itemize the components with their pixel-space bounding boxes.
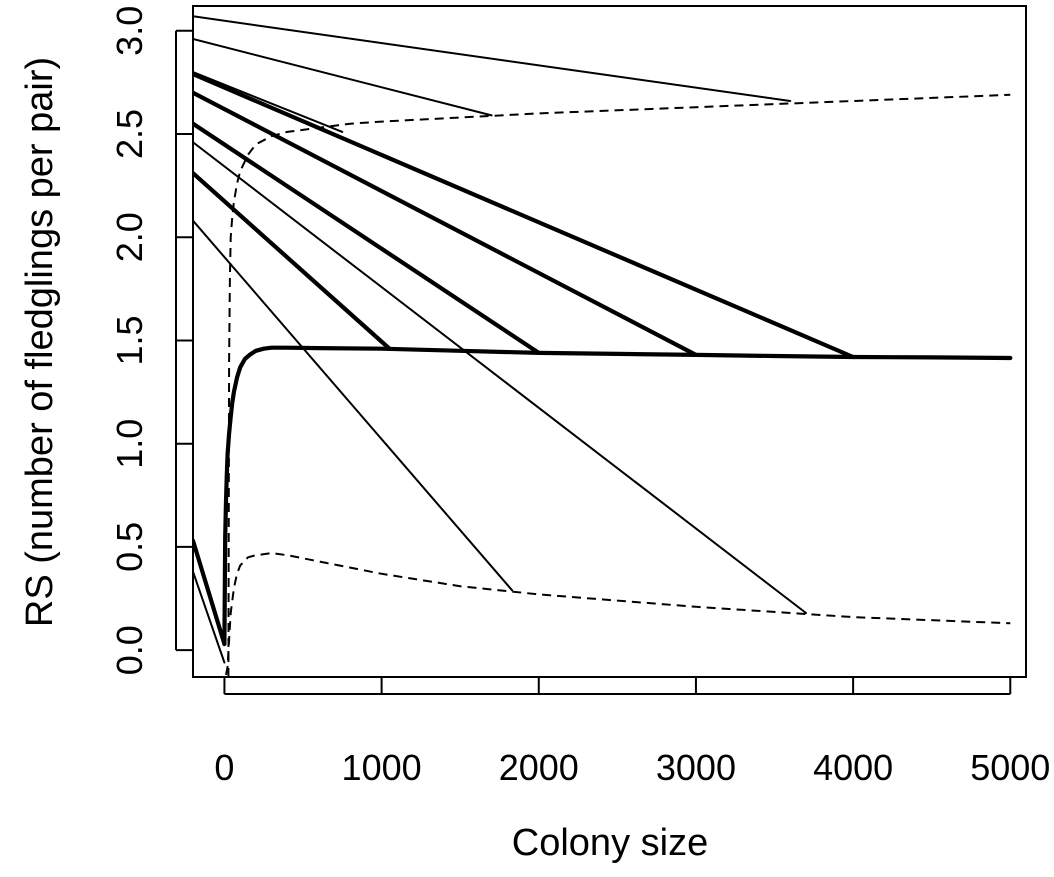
series-line-8 xyxy=(193,121,541,355)
y-tick-label: 1.0 xyxy=(109,419,150,469)
y-axis-title: RS (number of fledglings per pair) xyxy=(19,57,61,627)
series-line-2 xyxy=(225,552,1011,676)
x-tick-label: 0 xyxy=(214,747,234,788)
x-tick-label: 1000 xyxy=(342,747,422,788)
series-line-3 xyxy=(193,15,792,102)
series-line-10 xyxy=(193,171,392,351)
plot-frame xyxy=(192,5,1027,678)
series-line-12 xyxy=(193,538,227,647)
series-line-13 xyxy=(193,570,226,664)
series-line-4 xyxy=(193,38,493,117)
x-tick-label: 4000 xyxy=(813,747,893,788)
series-line-7 xyxy=(193,90,699,357)
series-line-9 xyxy=(193,141,807,614)
y-tick-label: 0.5 xyxy=(109,522,150,572)
y-tick-label: 2.0 xyxy=(109,212,150,262)
x-tick-label: 3000 xyxy=(656,747,736,788)
x-axis-title: Colony size xyxy=(512,822,708,864)
series-line-11 xyxy=(193,219,514,592)
series-line-6 xyxy=(193,71,856,360)
series-line-1 xyxy=(227,93,1011,677)
y-tick-label: 2.5 xyxy=(109,109,150,159)
y-tick-label: 0.0 xyxy=(109,625,150,675)
x-tick-label: 2000 xyxy=(499,747,579,788)
series-line-5 xyxy=(193,71,344,133)
x-tick-label: 5000 xyxy=(970,747,1050,788)
series-layer xyxy=(193,15,1013,677)
y-tick-label: 1.5 xyxy=(109,315,150,365)
y-tick-label: 3.0 xyxy=(109,6,150,56)
axis-layer: 0 1000 2000 3000 4000 5000 0.0 0.5 1.0 1.5 2.0 2.5 3… xyxy=(109,6,1050,788)
